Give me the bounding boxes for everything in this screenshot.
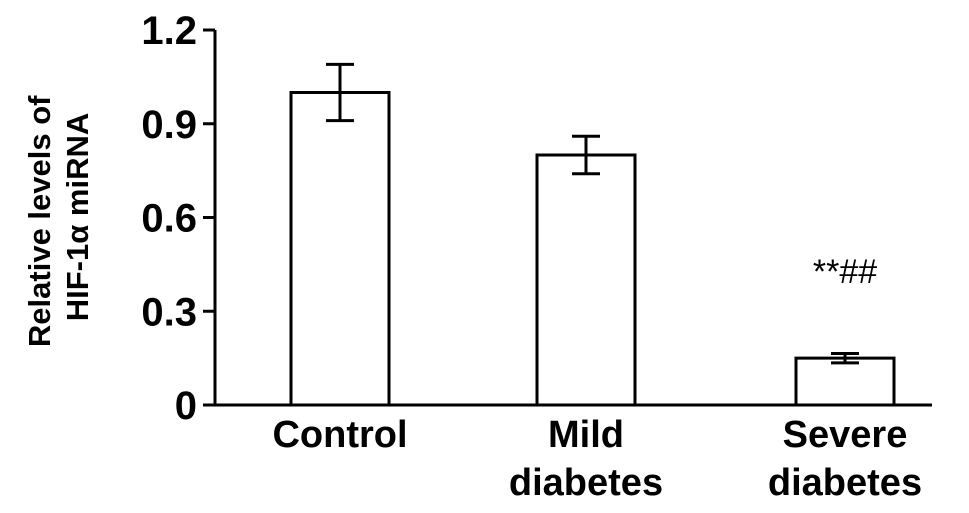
x-tick-label-line: diabetes	[509, 462, 663, 504]
y-tick-group: 0 0.3 0.6 0.9 1.2	[141, 9, 215, 428]
x-tick-label: Severe diabetes	[768, 414, 922, 504]
y-tick-label: 0.6	[141, 197, 197, 241]
y-tick-label: 0.9	[141, 103, 197, 147]
x-tick-label-line: diabetes	[768, 462, 922, 504]
y-axis-label-line-2: HIF-1α miRNA	[60, 113, 95, 322]
y-tick-label: 0	[175, 384, 197, 428]
x-tick-label: Mild diabetes	[509, 414, 663, 504]
x-tick-labels: Control Mild diabetes Severe diabetes	[272, 414, 922, 504]
bar	[289, 91, 391, 407]
y-tick-label: 0.3	[141, 290, 197, 334]
x-tick-label-line: Severe	[783, 414, 908, 456]
x-tick-label-line: Mild	[548, 414, 624, 456]
bars-group: **##	[289, 62, 896, 407]
y-axis-label-line-1: Relative levels of	[22, 95, 57, 347]
y-tick-label: 1.2	[141, 9, 197, 53]
x-tick-label-line: Control	[272, 414, 407, 456]
bar	[535, 153, 637, 407]
significance-annotation: **##	[813, 253, 877, 291]
y-axis-label: Relative levels of HIF-1α miRNA	[22, 87, 95, 347]
x-tick-label: Control	[272, 414, 407, 456]
bar	[794, 356, 896, 407]
